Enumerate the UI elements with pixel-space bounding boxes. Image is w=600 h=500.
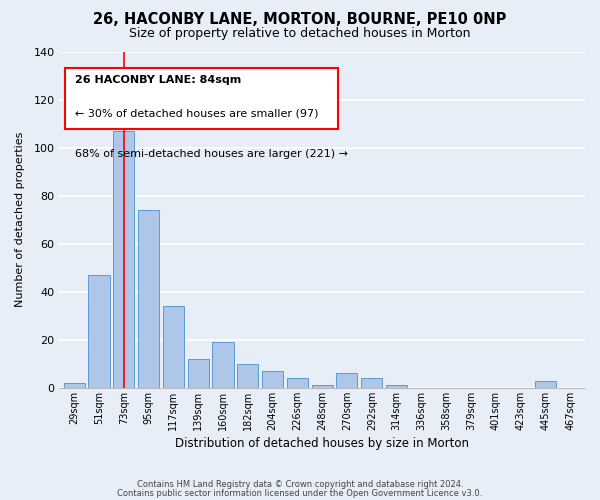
Bar: [64, 383, 85, 388]
Text: Contains HM Land Registry data © Crown copyright and database right 2024.: Contains HM Land Registry data © Crown c…: [137, 480, 463, 489]
Bar: [237, 364, 259, 388]
FancyBboxPatch shape: [65, 68, 338, 129]
Bar: [361, 378, 382, 388]
Bar: [287, 378, 308, 388]
Bar: [212, 342, 233, 388]
Y-axis label: Number of detached properties: Number of detached properties: [15, 132, 25, 308]
X-axis label: Distribution of detached houses by size in Morton: Distribution of detached houses by size …: [175, 437, 469, 450]
Bar: [311, 386, 332, 388]
Bar: [88, 275, 110, 388]
Bar: [535, 380, 556, 388]
Text: 68% of semi-detached houses are larger (221) →: 68% of semi-detached houses are larger (…: [75, 149, 348, 159]
Bar: [337, 374, 358, 388]
Bar: [188, 359, 209, 388]
Bar: [163, 306, 184, 388]
Text: Contains public sector information licensed under the Open Government Licence v3: Contains public sector information licen…: [118, 488, 482, 498]
Bar: [113, 131, 134, 388]
Text: Size of property relative to detached houses in Morton: Size of property relative to detached ho…: [129, 28, 471, 40]
Text: 26, HACONBY LANE, MORTON, BOURNE, PE10 0NP: 26, HACONBY LANE, MORTON, BOURNE, PE10 0…: [94, 12, 506, 28]
Bar: [138, 210, 159, 388]
Bar: [386, 386, 407, 388]
Text: ← 30% of detached houses are smaller (97): ← 30% of detached houses are smaller (97…: [75, 108, 319, 118]
Bar: [262, 371, 283, 388]
Text: 26 HACONBY LANE: 84sqm: 26 HACONBY LANE: 84sqm: [75, 75, 241, 85]
